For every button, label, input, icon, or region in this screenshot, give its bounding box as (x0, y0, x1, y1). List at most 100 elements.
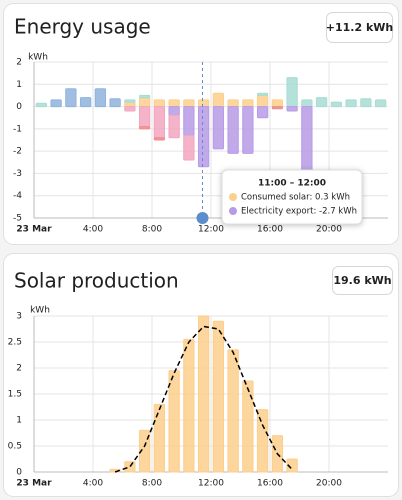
bar (153, 403, 166, 473)
bar (124, 101, 136, 108)
bar (197, 99, 210, 108)
bar (109, 98, 121, 108)
bar (286, 77, 298, 108)
bar (345, 99, 357, 108)
cursor-handle[interactable] (196, 212, 209, 224)
card-title: Solar production (14, 269, 179, 293)
bar (153, 106, 166, 139)
x-tick-label: 20:00 (316, 225, 342, 235)
x-tick-label: 12:00 (198, 225, 224, 235)
plots: -5 -4 -3 -2 -1 0 1 2 23 Mar 4:00 8:00 12:00 16:00 20:… (8, 58, 388, 489)
bar (153, 137, 166, 141)
bar (138, 97, 151, 108)
bar (138, 106, 151, 128)
bar (212, 320, 225, 473)
x-tick-label: 8:00 (142, 479, 162, 489)
y-tick-label: -5 (13, 214, 22, 224)
x-tick-label: 8:00 (142, 225, 162, 235)
bar (168, 114, 180, 139)
badge[interactable]: 19.6 kWh (333, 274, 391, 287)
bar (256, 94, 269, 108)
bar (301, 99, 313, 108)
bar (94, 88, 107, 108)
y-tick-label: 2.5 (8, 338, 22, 348)
x-tick-label: 20:00 (316, 479, 342, 489)
bar (227, 106, 239, 154)
y-tick-label: -1 (13, 124, 22, 134)
overlay: 11:00 – 12:00 Consumed solar: 0.3 kWh El… (196, 62, 363, 225)
bar (153, 99, 166, 108)
bar (124, 461, 136, 473)
bar (242, 106, 254, 154)
y-axis-label: kWh (30, 306, 50, 316)
bar (286, 106, 298, 112)
badge[interactable]: +11.2 kWh (326, 21, 393, 34)
bar (183, 338, 195, 473)
x-tick-label: 4:00 (83, 225, 103, 235)
y-tick-label: 1 (16, 416, 22, 426)
y-tick-label: -2 (13, 147, 22, 157)
bar (212, 92, 225, 108)
bar (138, 94, 151, 99)
bar (271, 99, 284, 108)
bar (271, 106, 284, 110)
y-tick-label: 0.5 (8, 442, 22, 452)
card-title: Energy usage (14, 15, 151, 39)
y-tick-label: 3 (16, 312, 22, 322)
y-tick-label: 2 (16, 364, 22, 374)
bar (124, 99, 136, 103)
bar (183, 99, 195, 108)
bar (65, 88, 77, 108)
bar (35, 102, 48, 108)
bar (138, 429, 151, 473)
tooltip-title: 11:00 – 12:00 (258, 179, 326, 189)
badge-box[interactable] (332, 266, 393, 295)
x-tick-label: 4:00 (83, 479, 103, 489)
bar (227, 99, 239, 108)
bar (183, 106, 195, 137)
y-tick-label: -3 (13, 169, 22, 179)
bar (79, 97, 92, 108)
bar (256, 92, 269, 96)
x-tick-label: 23 Mar (16, 479, 52, 489)
x-tick-label: 12:00 (198, 479, 224, 489)
bar (168, 106, 180, 116)
tooltip-dot (229, 193, 237, 201)
bar (301, 106, 313, 172)
tooltip (221, 169, 363, 225)
x-tick-label: 16:00 (257, 225, 283, 235)
y-tick-label: -4 (13, 191, 22, 201)
y-tick-label: 0 (16, 102, 22, 112)
bar (168, 370, 180, 473)
tooltip-dot (229, 207, 237, 215)
bar (242, 99, 254, 108)
y-tick-label: 2 (16, 58, 22, 68)
bar (256, 106, 269, 119)
tooltip-item: Consumed solar: 0.3 kWh (241, 193, 350, 203)
bar (197, 106, 210, 168)
bar (183, 135, 195, 161)
bar (124, 106, 136, 112)
bar (138, 126, 151, 130)
bar (168, 99, 180, 108)
bar (330, 101, 343, 108)
bar (315, 97, 328, 108)
bar (50, 99, 62, 108)
y-tick-label: 0 (16, 468, 22, 478)
badge-box[interactable] (326, 12, 393, 43)
y-tick-label: 1.5 (8, 390, 22, 400)
bar (197, 315, 210, 473)
x-tick-label: 16:00 (257, 479, 283, 489)
x-tick-label: 23 Mar (16, 225, 52, 235)
bar (286, 458, 298, 473)
y-tick-label: 1 (16, 80, 22, 90)
bar (360, 98, 372, 108)
bar (212, 106, 225, 150)
tooltip-item: Electricity export: -2.7 kWh (241, 207, 357, 217)
forecast-line (114, 325, 293, 473)
bar (374, 99, 387, 108)
bar (256, 409, 269, 473)
y-axis-label: kWh (28, 53, 48, 63)
